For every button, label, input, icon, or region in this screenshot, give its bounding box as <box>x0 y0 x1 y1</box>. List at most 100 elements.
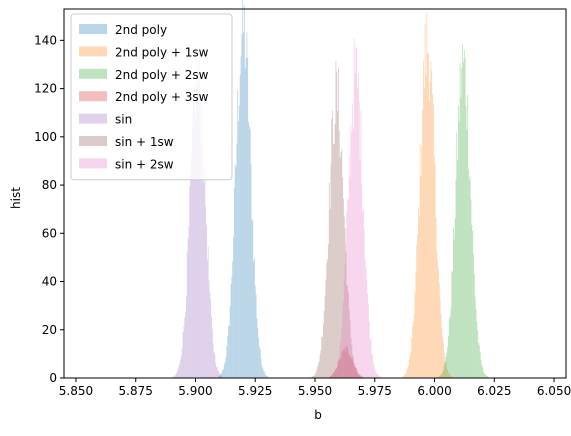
hist-bar <box>483 371 484 378</box>
legend-swatch <box>79 113 107 124</box>
hist-bar <box>356 48 358 379</box>
hist-bar <box>451 376 453 378</box>
hist-bar <box>444 361 446 378</box>
hist-bar <box>455 179 457 378</box>
hist-bar <box>259 349 261 378</box>
hist-bar <box>447 335 449 378</box>
hist-bar <box>213 351 215 378</box>
hist-bar <box>220 374 222 378</box>
hist-bar <box>358 101 360 378</box>
hist-bar <box>192 92 194 379</box>
hist-bar <box>205 206 207 378</box>
hist-bar <box>319 354 321 378</box>
hist-bar <box>353 363 355 378</box>
hist-bar <box>439 375 441 378</box>
hist-bar <box>199 45 201 378</box>
hist-bar <box>353 357 354 378</box>
hist-bar <box>211 328 213 378</box>
hist-bar <box>196 85 198 379</box>
hist-bar <box>255 294 257 378</box>
hist-bar <box>317 366 318 378</box>
hist-bar <box>204 151 206 378</box>
hist-bar <box>374 368 376 378</box>
hist-bar <box>221 376 222 378</box>
hist-bar <box>422 109 424 378</box>
hist-bar <box>376 373 378 378</box>
hist-bar <box>350 123 352 378</box>
legend-swatch <box>79 68 107 79</box>
hist-bar <box>365 266 367 378</box>
hist-bar <box>427 52 429 379</box>
hist-bar <box>375 371 377 378</box>
hist-bar <box>344 228 346 378</box>
hist-bar <box>314 374 316 378</box>
hist-bar <box>315 372 317 378</box>
hist-bar <box>206 260 208 378</box>
hist-bar <box>433 155 435 378</box>
hist-bar <box>218 376 220 378</box>
hist-bar <box>329 376 331 378</box>
hist-bar <box>336 368 338 378</box>
hist-bar <box>333 371 335 378</box>
hist-bar <box>312 376 313 378</box>
hist-bar <box>444 361 446 378</box>
hist-bar <box>236 143 238 378</box>
hist-bar <box>345 346 347 378</box>
hist-bar <box>369 339 371 378</box>
hist-bar <box>322 337 323 378</box>
hist-bar <box>257 327 259 378</box>
legend-swatch <box>79 46 107 57</box>
hist-bar <box>335 369 337 378</box>
hist-bar <box>448 372 449 378</box>
hist-bar <box>259 346 260 378</box>
hist-bar <box>266 376 268 378</box>
hist-bar <box>436 251 438 378</box>
hist-bar <box>186 252 188 378</box>
hist-bar <box>346 285 348 378</box>
hist-bar <box>451 272 453 378</box>
hist-bar <box>473 274 475 378</box>
hist-bar <box>429 81 431 379</box>
hist-bar <box>234 164 236 378</box>
hist-bar <box>341 149 343 378</box>
hist-bar <box>445 356 447 378</box>
hist-bar <box>193 100 195 379</box>
hist-bar <box>330 375 332 378</box>
hist-bar <box>418 216 420 378</box>
hist-bar <box>413 314 415 378</box>
hist-bar <box>410 351 412 378</box>
hist-bar <box>466 129 468 378</box>
hist-bar <box>472 230 474 378</box>
hist-bar <box>250 164 252 378</box>
hist-bar <box>351 358 353 378</box>
hist-bar <box>254 285 256 378</box>
hist-bar <box>435 217 437 378</box>
hist-bar <box>332 373 334 378</box>
hist-bar <box>359 374 361 378</box>
hist-bar <box>457 159 459 378</box>
hist-bar <box>352 104 353 379</box>
hist-bar <box>425 75 427 378</box>
series-sin <box>172 45 223 379</box>
hist-bar <box>366 280 368 378</box>
hist-bar <box>240 56 242 379</box>
hist-bar <box>487 376 489 378</box>
hist-bar <box>231 276 233 378</box>
hist-bar <box>409 354 411 378</box>
hist-bar <box>203 182 205 378</box>
hist-bar <box>226 345 228 378</box>
hist-bar <box>405 373 407 378</box>
hist-bar <box>402 376 404 378</box>
hist-bar <box>228 325 230 378</box>
hist-bar <box>421 145 423 378</box>
hist-bar <box>190 172 192 378</box>
hist-bar <box>420 176 422 378</box>
hist-bar <box>342 177 344 378</box>
hist-bar <box>358 374 360 378</box>
hist-bar <box>217 371 219 378</box>
hist-bar <box>471 224 473 378</box>
legend-box <box>70 13 233 181</box>
hist-bar <box>221 376 223 378</box>
hist-bar <box>441 373 443 378</box>
